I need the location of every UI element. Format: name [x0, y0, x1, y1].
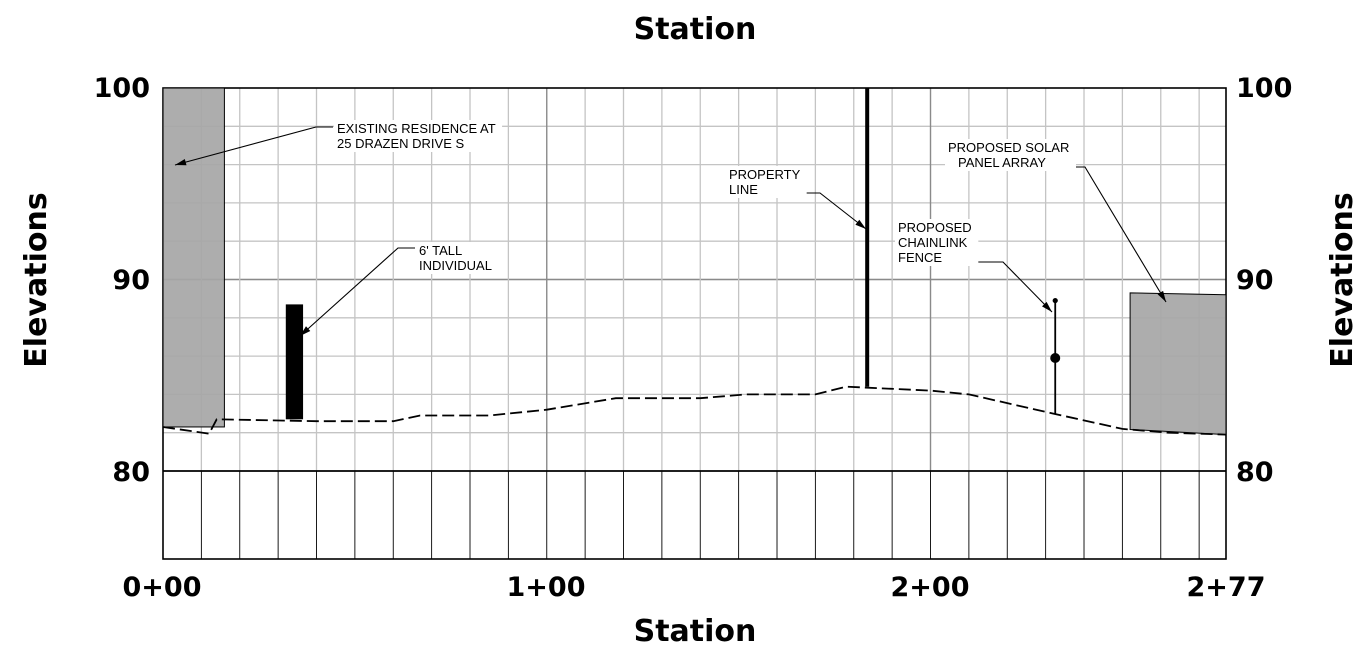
existing-residence-block	[162, 87, 225, 428]
annotation-backdrop	[726, 166, 807, 198]
xtick-200: 2+00	[891, 572, 970, 603]
leader-individual	[299, 247, 415, 337]
annotation-residence: EXISTING RESIDENCE AT 25 DRAZEN DRIVE S	[337, 121, 499, 151]
annotation-backdrop	[416, 242, 495, 274]
leader-property-line-arrowhead	[855, 219, 866, 229]
solar-array-block	[1129, 292, 1227, 436]
individual-figure	[285, 304, 304, 420]
leader-residence	[174, 126, 333, 166]
annotation-fence: PROPOSED CHAINLINK FENCE	[898, 220, 975, 265]
xtick-100: 1+00	[507, 572, 586, 603]
annotation-solar: PROPOSED SOLAR PANEL ARRAY	[948, 140, 1073, 170]
fence-top-dot	[1052, 297, 1058, 304]
ground-profile-line	[162, 385, 1227, 436]
leader-solar-arrowhead	[1157, 290, 1166, 302]
features	[162, 87, 1227, 436]
leader-residence-arrowhead	[175, 159, 187, 166]
ytick-left-100: 100	[94, 73, 150, 104]
leader-individual-arrowhead	[300, 326, 311, 336]
annotation-individual: 6' TALL INDIVIDUAL	[419, 243, 492, 273]
title-bottom: Station	[634, 614, 757, 649]
fence-node-dot	[1050, 353, 1061, 364]
xtick-0: 0+00	[123, 572, 202, 603]
ytick-right-100: 100	[1236, 73, 1292, 104]
annotation-backdrop	[945, 139, 1076, 171]
ytick-right-80: 80	[1236, 457, 1274, 488]
ytick-left-80: 80	[112, 457, 150, 488]
ylabel-right: Elevations	[1325, 192, 1360, 367]
ylabel-left: Elevations	[19, 192, 54, 367]
annotation-backdrop	[895, 219, 979, 266]
ytick-right-90: 90	[1236, 265, 1274, 296]
annotation-property-line: PROPERTY LINE	[729, 167, 804, 197]
leader-fence-arrowhead	[1042, 301, 1052, 312]
title-top: Station	[634, 12, 757, 47]
annotation-backdrop	[334, 120, 503, 152]
ytick-left-90: 90	[112, 265, 150, 296]
xtick-277: 2+77	[1187, 572, 1266, 603]
